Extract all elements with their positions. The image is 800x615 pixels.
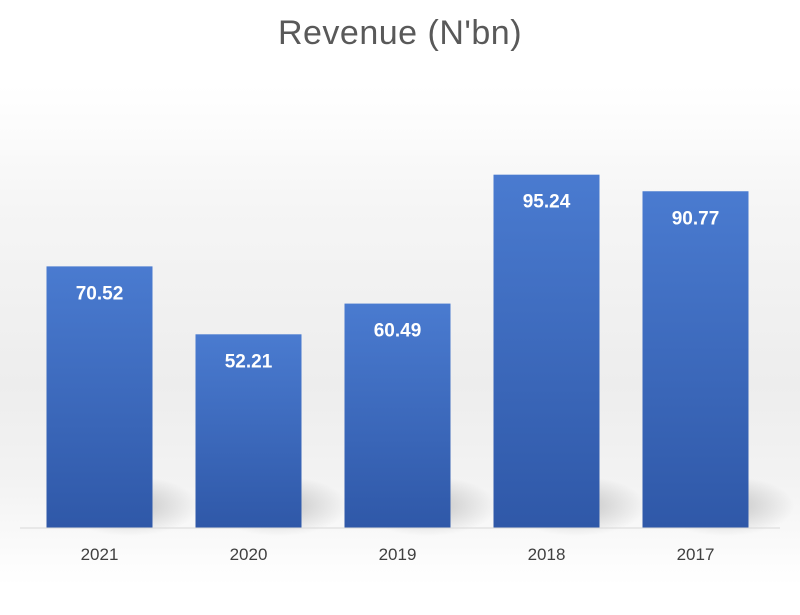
data-label-2021: 70.52: [76, 283, 124, 304]
chart-title: Revenue (N'bn): [277, 14, 523, 52]
x-tick-label-2020: 2020: [230, 545, 268, 564]
data-label-2018: 95.24: [523, 192, 571, 213]
x-tick-labels-group: 2021 2020 2019 2018 2017: [81, 545, 715, 564]
data-label-2019: 60.49: [374, 321, 422, 342]
x-tick-label-2017: 2017: [677, 545, 715, 564]
data-labels-group: 70.52 52.21 60.49 95.24 90.77: [76, 192, 720, 373]
data-label-2017: 90.77: [672, 208, 720, 229]
x-tick-label-2021: 2021: [81, 545, 119, 564]
bar-2019: [344, 303, 451, 528]
data-label-2020: 52.21: [225, 351, 273, 372]
bars-group: [46, 174, 749, 528]
bar-2018: [493, 174, 600, 528]
x-tick-label-2019: 2019: [379, 545, 417, 564]
x-tick-label-2018: 2018: [528, 545, 566, 564]
bar-2017: [642, 191, 749, 528]
bar-2021: [46, 266, 153, 528]
bar-2020: [195, 334, 302, 528]
